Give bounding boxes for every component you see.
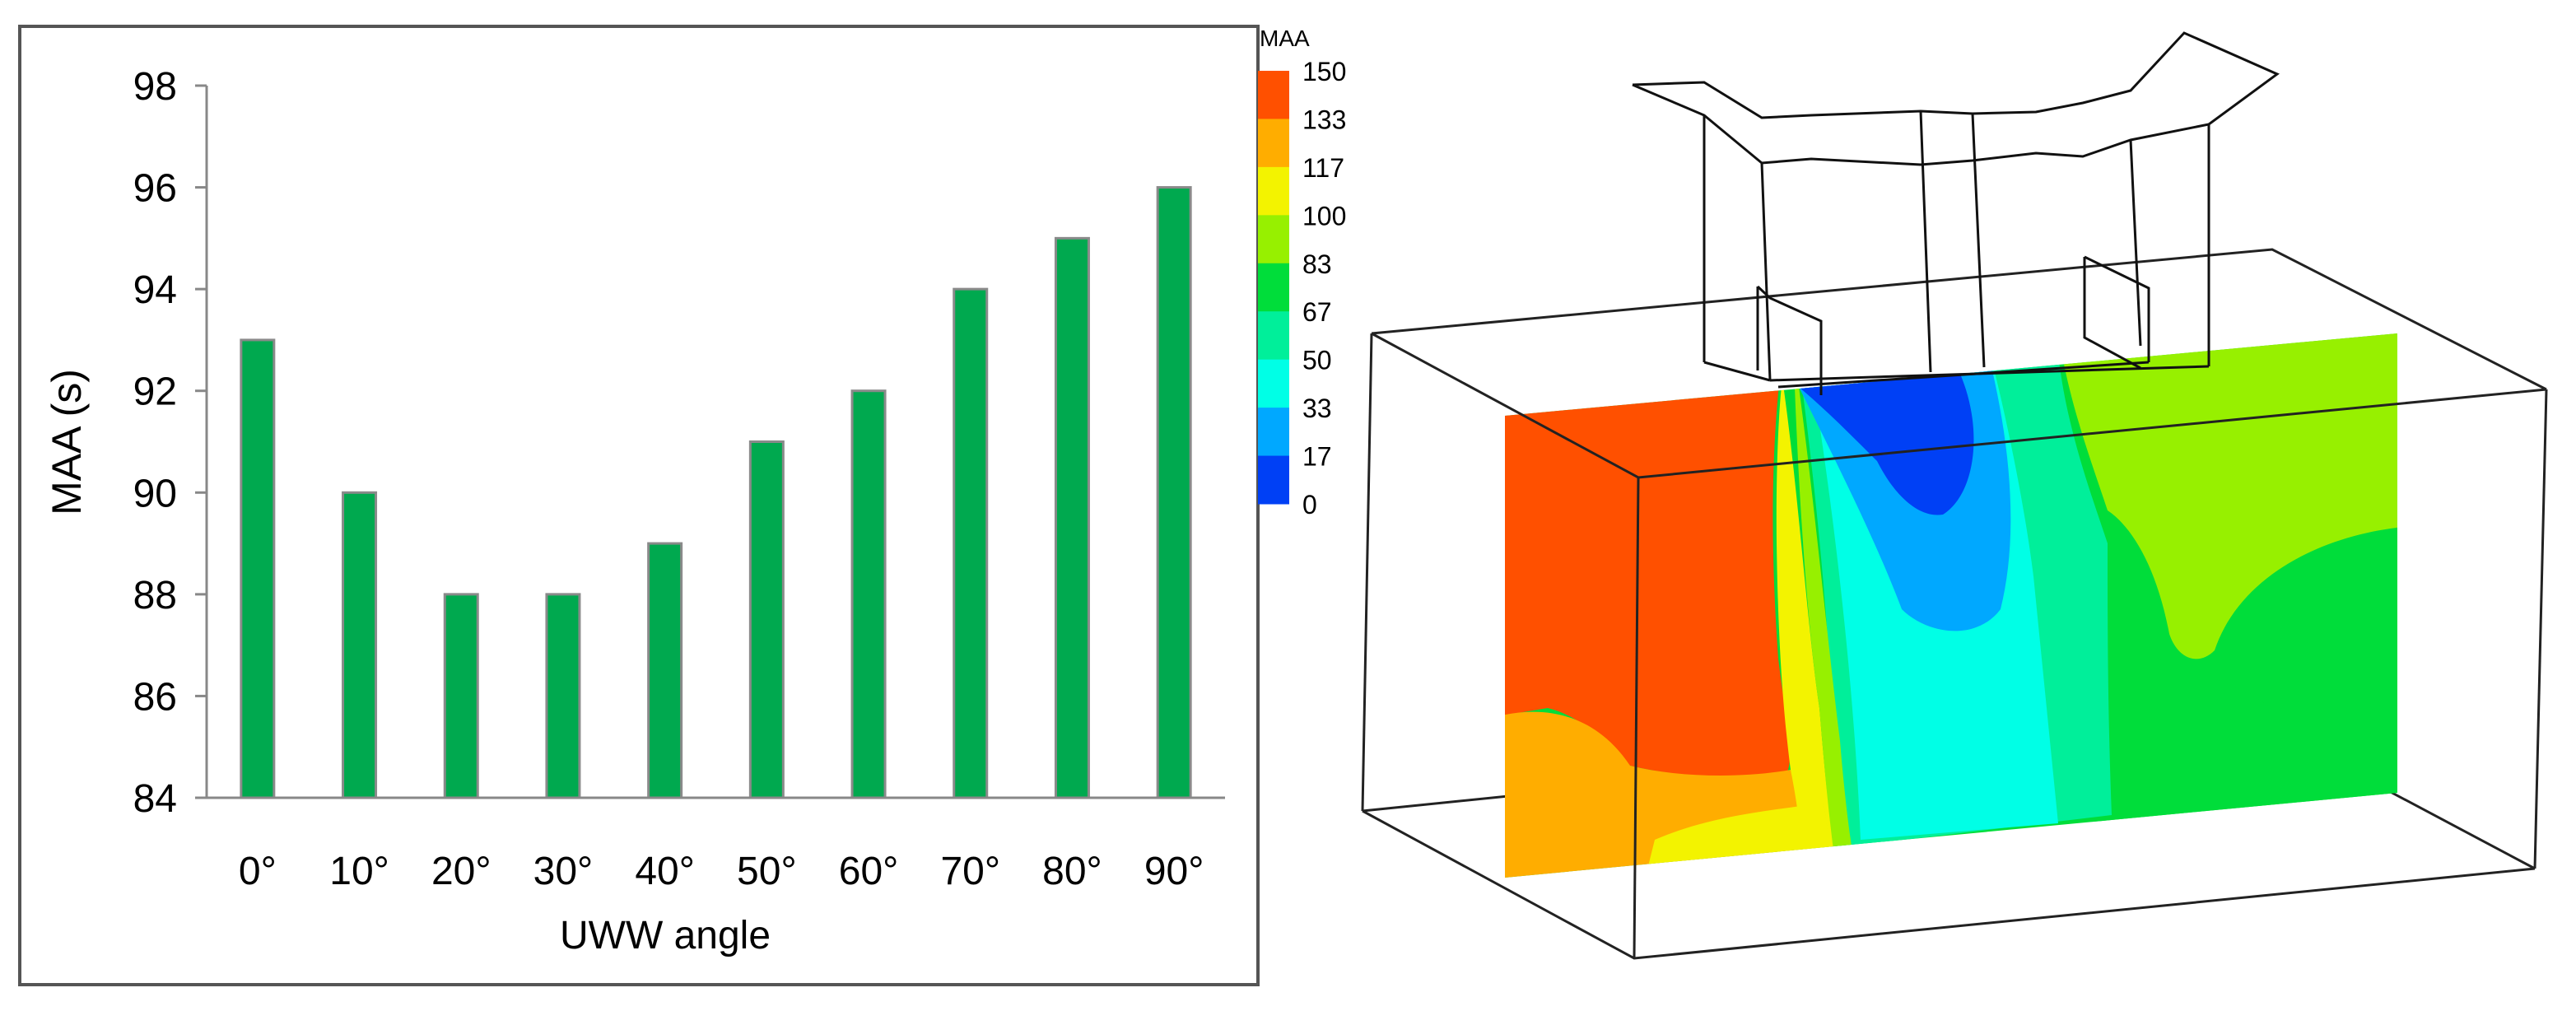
colorbar-swatch [1258, 408, 1289, 457]
bar-8 [1054, 236, 1090, 799]
bar-chart: 84 86 88 90 92 94 96 98 0° 10° 20° 30° 40° 50° 60° 70°… [44, 65, 1225, 957]
y-tick-label: 92 [133, 370, 177, 414]
x-tick-label: 90° [1144, 850, 1204, 893]
x-tick-label: 70° [940, 850, 1000, 893]
colorbar-tick-label: 67 [1302, 297, 1332, 327]
colorbar-tick-label: 100 [1302, 201, 1346, 231]
contour-slice [1505, 333, 2397, 878]
x-tick-label: 40° [635, 850, 695, 893]
bar-2 [443, 593, 479, 799]
x-tick-label: 50° [737, 850, 797, 893]
colorbar-swatch [1258, 215, 1289, 264]
colorbar-tick-label: 150 [1302, 57, 1346, 86]
bar-4 [647, 542, 683, 799]
colorbar-swatch [1258, 71, 1289, 119]
x-tick-label: 60° [839, 850, 899, 893]
colorbar-swatch [1258, 311, 1289, 361]
colorbar-tick-label: 133 [1302, 105, 1346, 134]
x-axis-label: UWW angle [560, 914, 771, 957]
x-tick-label: 80° [1042, 850, 1102, 893]
colorbar-swatch [1258, 455, 1289, 505]
x-tick-label: 10° [329, 850, 389, 893]
x-ticks: 0° 10° 20° 30° 40° 50° 60° 70° 80° 90° [239, 850, 1204, 893]
y-axis-label: MAA (s) [44, 369, 90, 515]
colorbar-tick-label: 33 [1302, 394, 1332, 423]
y-tick-label: 84 [133, 777, 177, 821]
box-front-wireframe [1362, 332, 2547, 960]
x-tick-label: 30° [533, 850, 594, 893]
colorbar-swatches [1258, 71, 1289, 505]
y-ticks: 84 86 88 90 92 94 96 98 [133, 65, 207, 821]
colorbar-tick-label: 17 [1302, 442, 1332, 472]
colorbar-swatch [1258, 263, 1289, 312]
colorbar: MAA 150 133 117 100 83 67 50 33 17 0 [1258, 26, 1346, 519]
x-tick-label: 0° [239, 850, 277, 893]
y-tick-label: 88 [133, 574, 177, 617]
colorbar-tick-label: 50 [1302, 346, 1332, 375]
y-tick-label: 86 [133, 675, 177, 719]
colorbar-swatch [1258, 359, 1289, 408]
colorbar-tick-label: 0 [1302, 490, 1317, 519]
colorbar-label: MAA [1260, 26, 1310, 51]
y-tick-label: 98 [133, 65, 177, 109]
colorbar-swatch [1258, 166, 1289, 216]
y-tick-label: 96 [133, 167, 177, 211]
y-tick-label: 94 [133, 268, 177, 312]
bar-chart-panel: 84 86 88 90 92 94 96 98 0° 10° 20° 30° 40° 50° 60° 70°… [18, 25, 1260, 986]
colorbar-tick-label: 83 [1302, 249, 1332, 279]
x-tick-label: 20° [431, 850, 491, 893]
colorbar-tick-label: 117 [1302, 153, 1344, 183]
bar-9 [1156, 186, 1192, 799]
duct-wireframe [1632, 31, 2280, 395]
bar-6 [850, 389, 887, 799]
colorbar-swatch [1258, 119, 1289, 168]
y-tick-label: 90 [133, 472, 177, 515]
colorbar-ticks: 150 133 117 100 83 67 50 33 17 0 [1302, 57, 1346, 519]
